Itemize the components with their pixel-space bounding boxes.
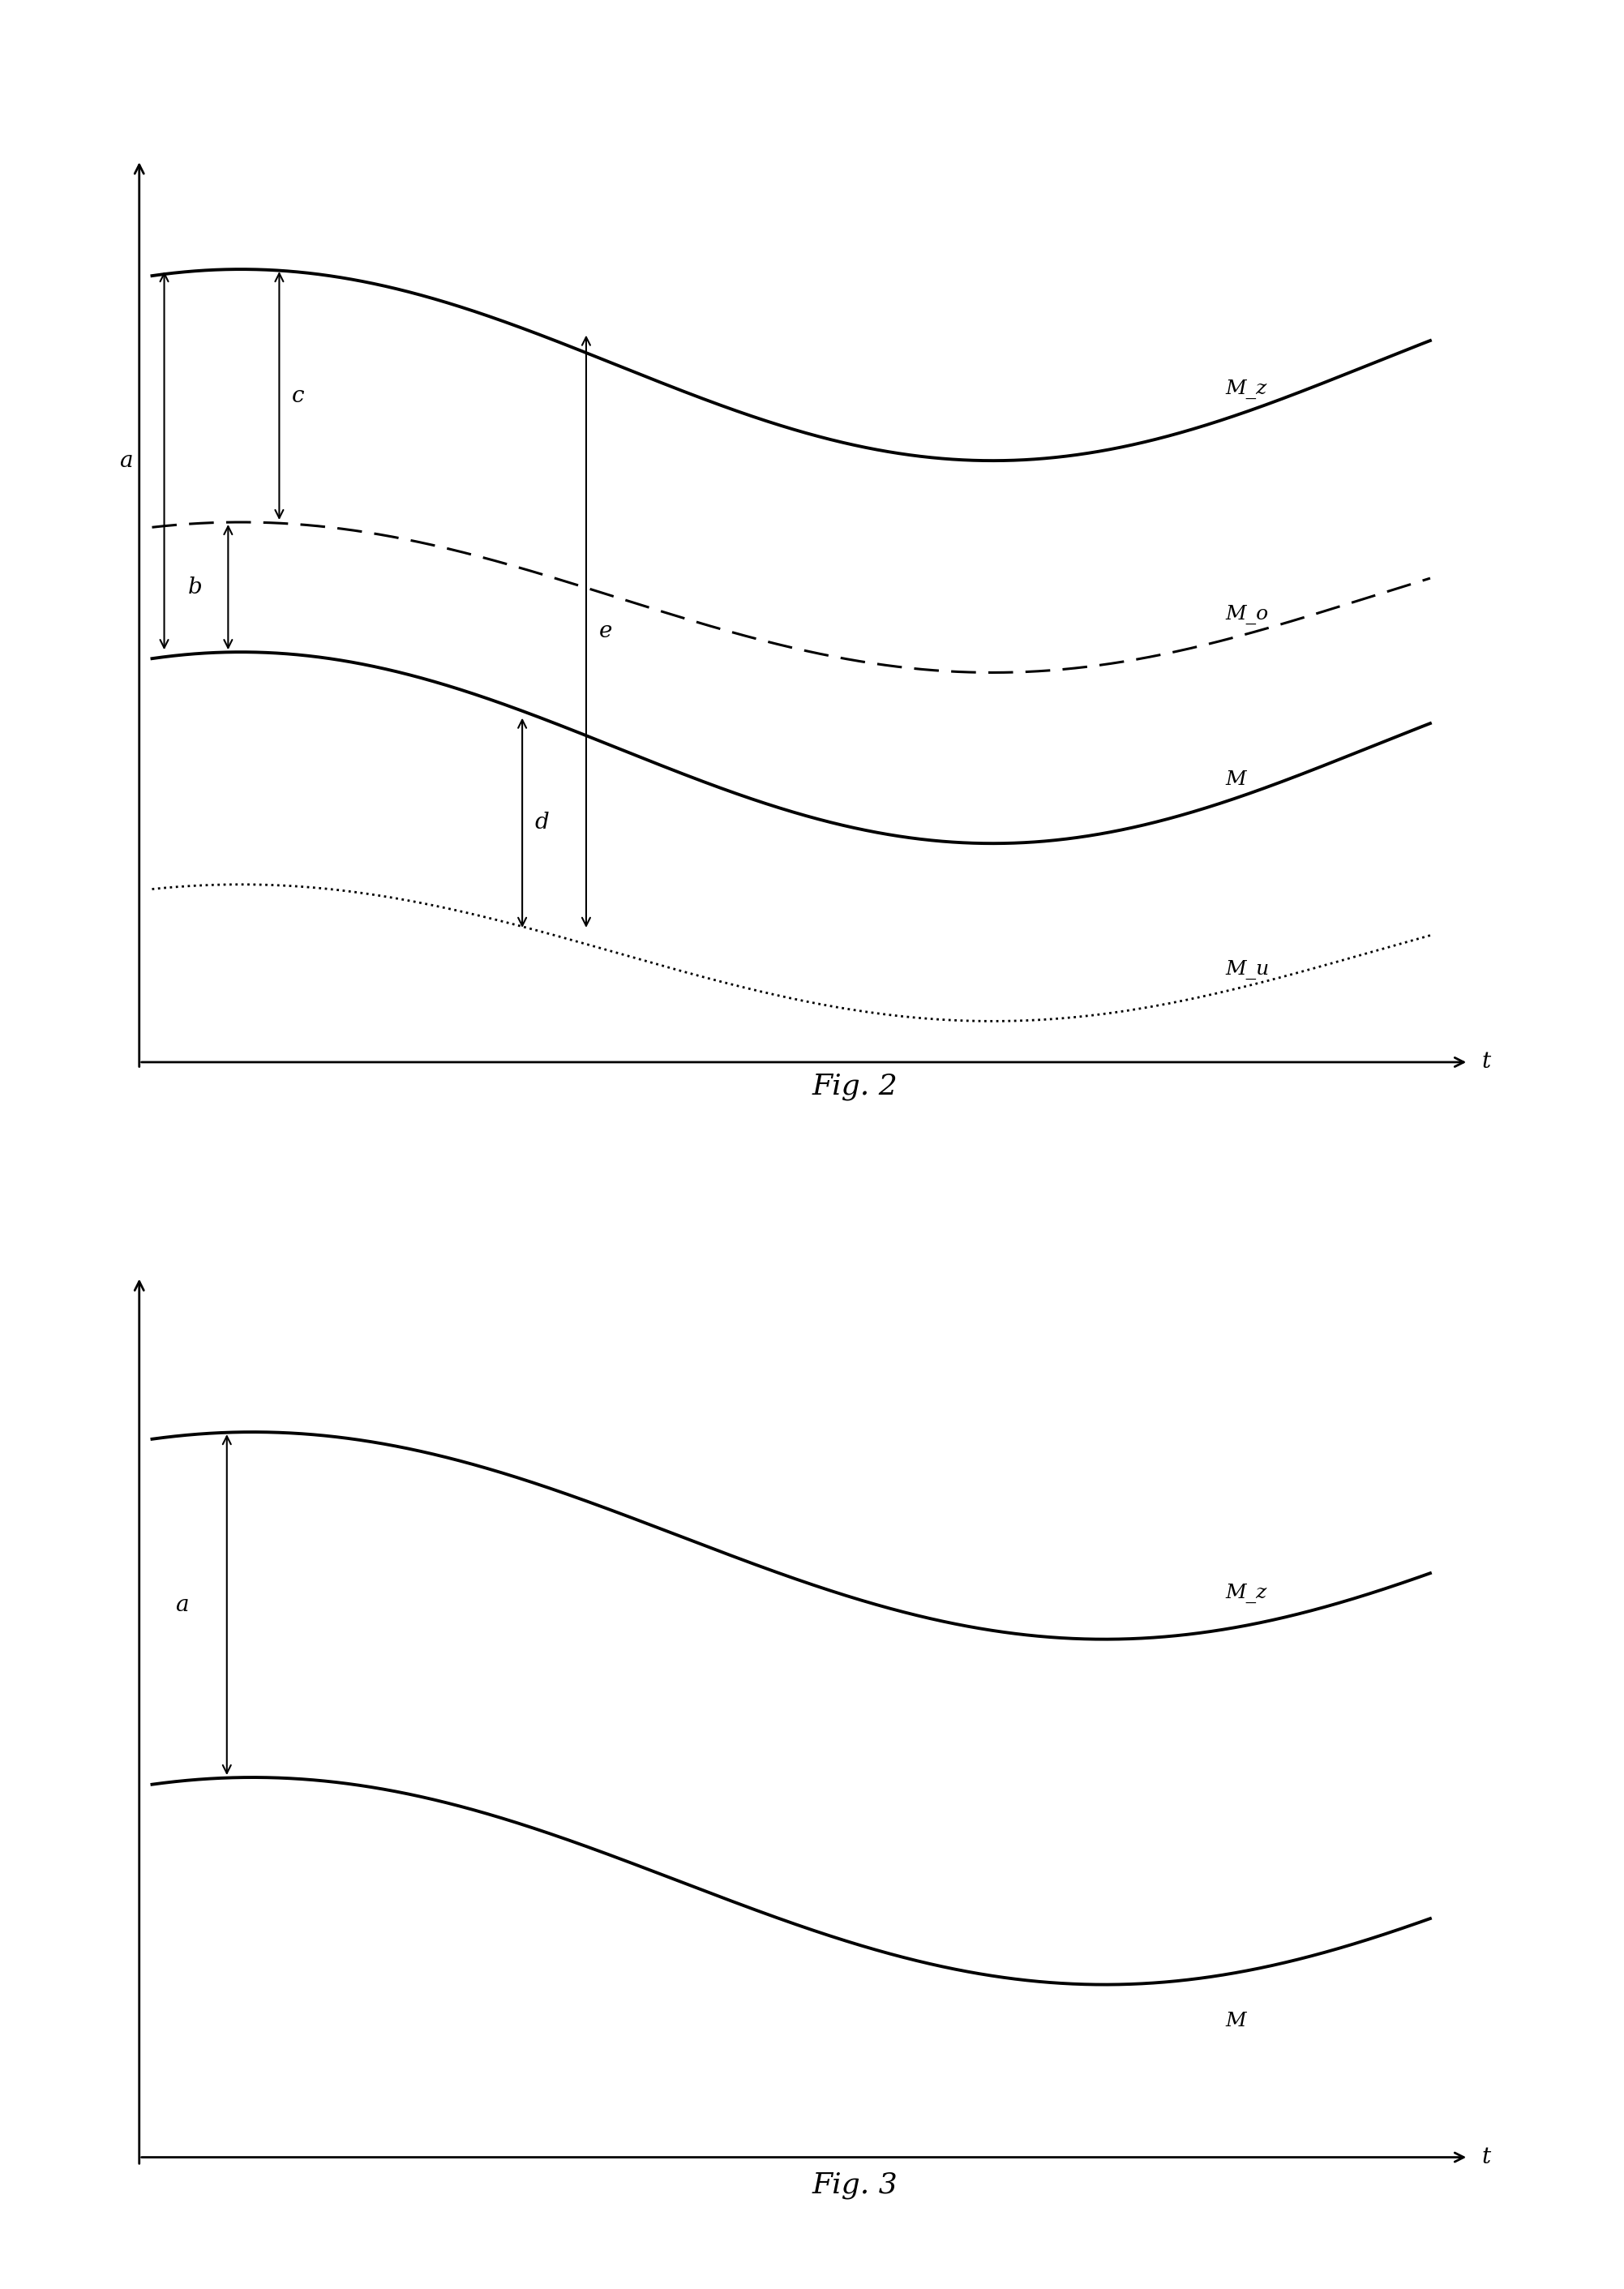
Text: a: a bbox=[175, 1593, 188, 1616]
Text: M: M bbox=[1226, 2012, 1247, 2030]
Text: d: d bbox=[534, 813, 549, 833]
Text: a: a bbox=[119, 449, 132, 472]
Text: t: t bbox=[1481, 2147, 1491, 2168]
Text: M_o: M_o bbox=[1226, 604, 1268, 625]
Text: Fig. 2: Fig. 2 bbox=[812, 1074, 898, 1101]
Text: b: b bbox=[188, 577, 203, 597]
Text: M: M bbox=[1226, 771, 1247, 790]
Text: Fig. 3: Fig. 3 bbox=[812, 2170, 898, 2200]
Text: t: t bbox=[1481, 1051, 1491, 1074]
Text: c: c bbox=[292, 385, 305, 407]
Text: M_z: M_z bbox=[1226, 380, 1267, 398]
Text: e: e bbox=[599, 620, 612, 643]
Text: M_u: M_u bbox=[1226, 961, 1270, 980]
Text: M_z: M_z bbox=[1226, 1584, 1267, 1602]
